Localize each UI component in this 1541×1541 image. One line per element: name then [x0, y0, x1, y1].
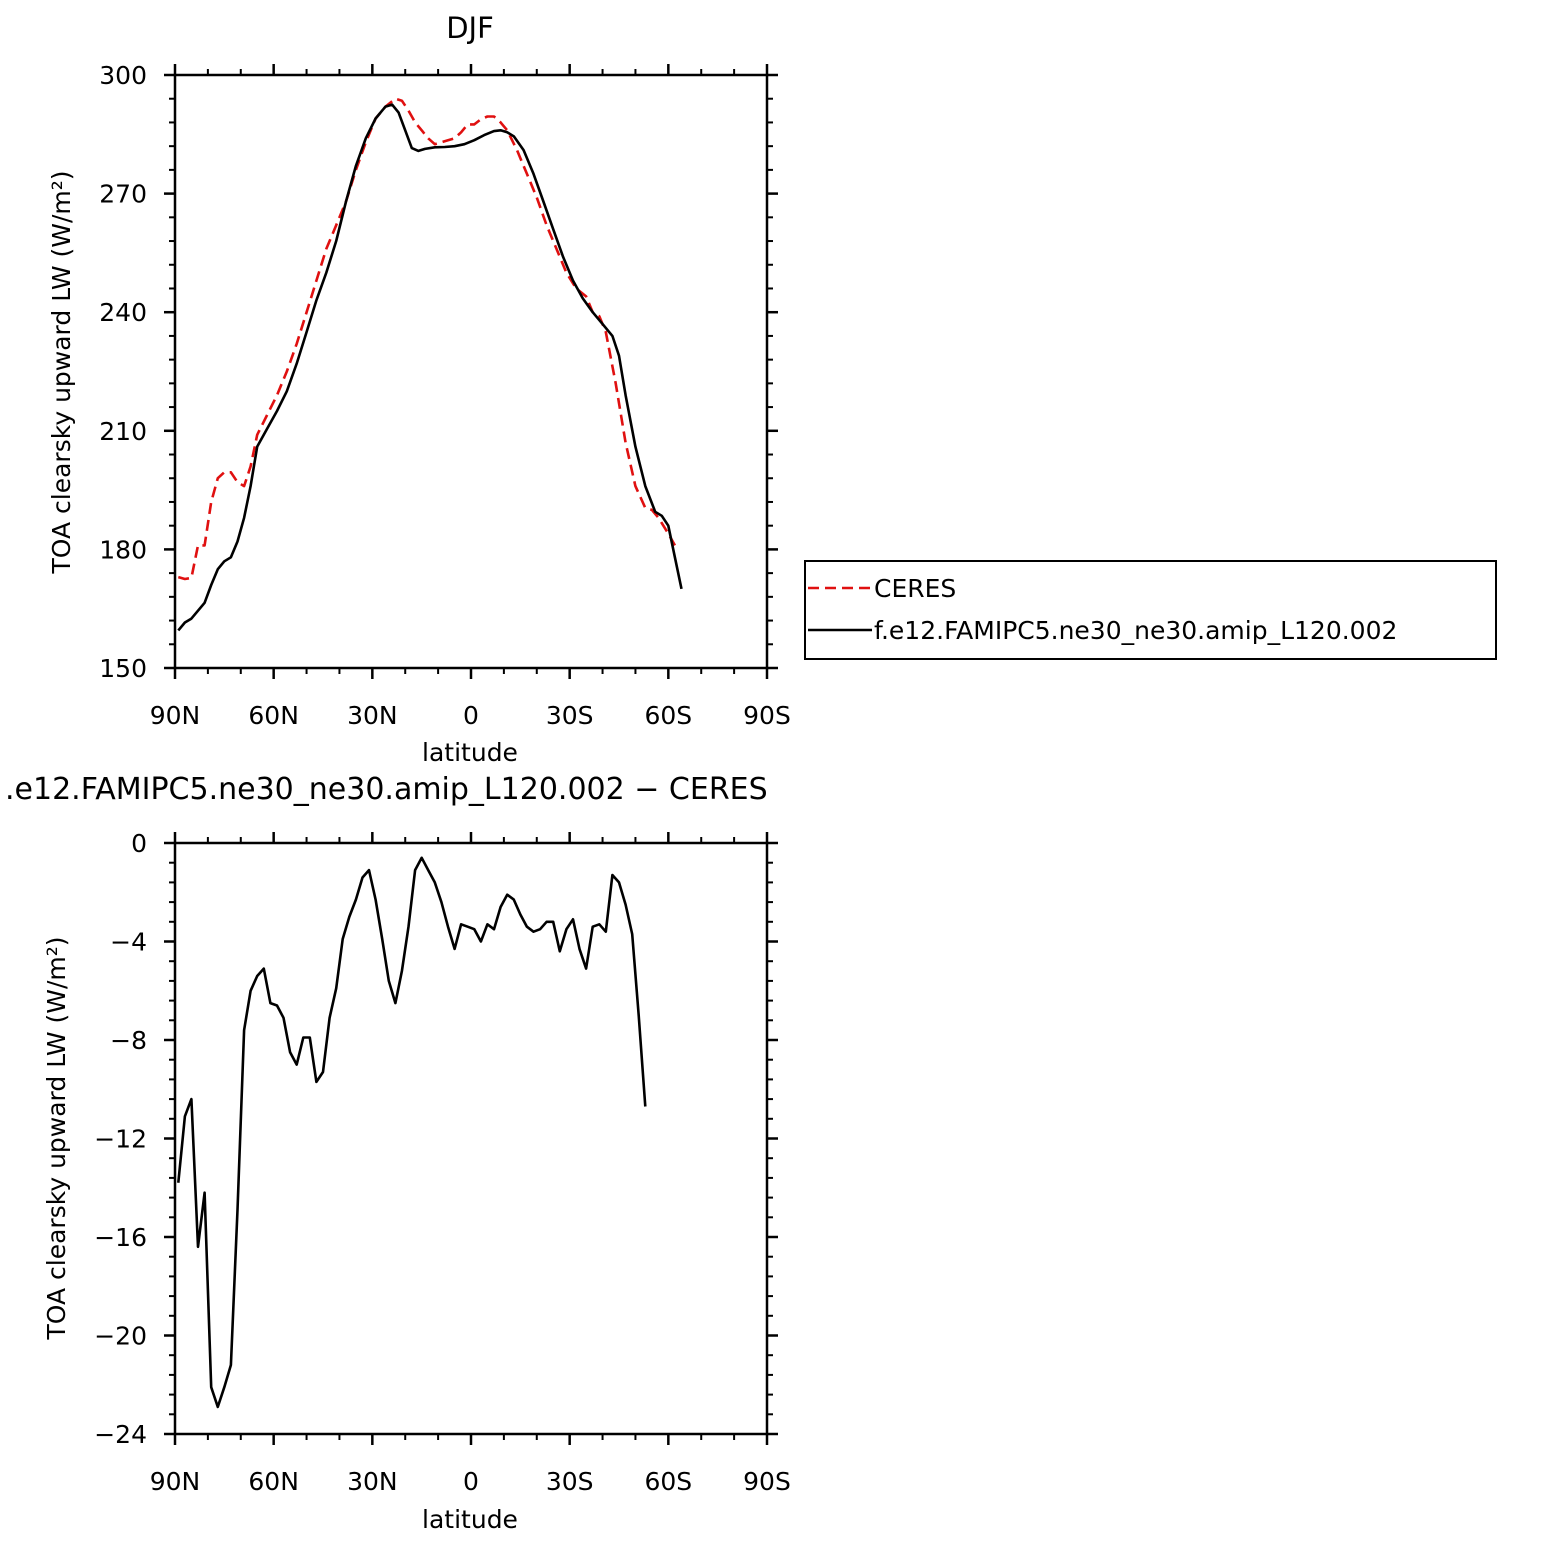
y-tick-label: 150	[99, 654, 147, 683]
bottom-x-axis-label: latitude	[422, 1505, 518, 1534]
top-ticks	[164, 64, 778, 679]
series-line-ceres	[177, 97, 677, 581]
bottom-plot-frame	[173, 841, 769, 1436]
bottom-panel: .e12.FAMIPC5.ne30_ne30.amip_L120.002 − C…	[5, 772, 791, 1534]
x-tick-label: 0	[463, 1467, 479, 1496]
top-y-tick-labels: 150 180 210 240 270 300	[99, 61, 147, 683]
bottom-ticks	[164, 832, 778, 1445]
series-line-difference	[177, 856, 647, 1409]
y-tick-label: −8	[110, 1026, 147, 1055]
x-tick-label: 90N	[150, 1467, 201, 1496]
top-series-lines	[177, 97, 683, 632]
bottom-series-lines	[177, 856, 647, 1409]
x-tick-label: 0	[463, 701, 479, 730]
y-tick-label: 300	[99, 61, 147, 90]
x-tick-label: 60S	[644, 1467, 692, 1496]
x-tick-label: 30S	[546, 701, 594, 730]
y-tick-label: −4	[110, 928, 147, 957]
top-x-axis-label: latitude	[422, 738, 518, 767]
y-tick-label: 180	[99, 535, 147, 564]
bottom-x-tick-labels: 90N 60N 30N 0 30S 60S 90S	[150, 1467, 791, 1496]
bottom-y-tick-labels: −24 −20 −16 −12 −8 −4 0	[94, 829, 147, 1449]
x-tick-label: 60N	[248, 701, 299, 730]
x-tick-label: 60S	[644, 701, 692, 730]
x-tick-label: 60N	[248, 1467, 299, 1496]
x-tick-label: 30N	[347, 1467, 398, 1496]
y-tick-label: 0	[131, 829, 147, 858]
legend-entry-model: f.e12.FAMIPC5.ne30_ne30.amip_L120.002	[874, 616, 1397, 645]
x-tick-label: 30N	[347, 701, 398, 730]
bottom-panel-title: .e12.FAMIPC5.ne30_ne30.amip_L120.002 − C…	[5, 772, 768, 807]
y-tick-label: 240	[99, 298, 147, 327]
y-tick-label: −16	[94, 1223, 147, 1252]
top-panel-title: DJF	[446, 11, 494, 45]
x-tick-label: 90S	[743, 701, 791, 730]
x-tick-label: 90N	[150, 701, 201, 730]
x-tick-label: 30S	[546, 1467, 594, 1496]
series-line-model	[177, 103, 683, 632]
x-tick-label: 90S	[743, 1467, 791, 1496]
y-tick-label: −24	[94, 1420, 147, 1449]
y-tick-label: −12	[94, 1125, 147, 1154]
top-y-axis-label: TOA clearsky upward LW (W/m²)	[47, 170, 76, 574]
bottom-y-axis-label: TOA clearsky upward LW (W/m²)	[42, 936, 71, 1340]
top-x-tick-labels: 90N 60N 30N 0 30S 60S 90S	[150, 701, 791, 730]
legend: CERES f.e12.FAMIPC5.ne30_ne30.amip_L120.…	[804, 560, 1497, 660]
y-tick-label: 210	[99, 417, 147, 446]
legend-box	[804, 560, 1497, 660]
legend-entry-ceres: CERES	[874, 574, 956, 603]
y-tick-label: 270	[99, 180, 147, 209]
y-tick-label: −20	[94, 1322, 147, 1351]
